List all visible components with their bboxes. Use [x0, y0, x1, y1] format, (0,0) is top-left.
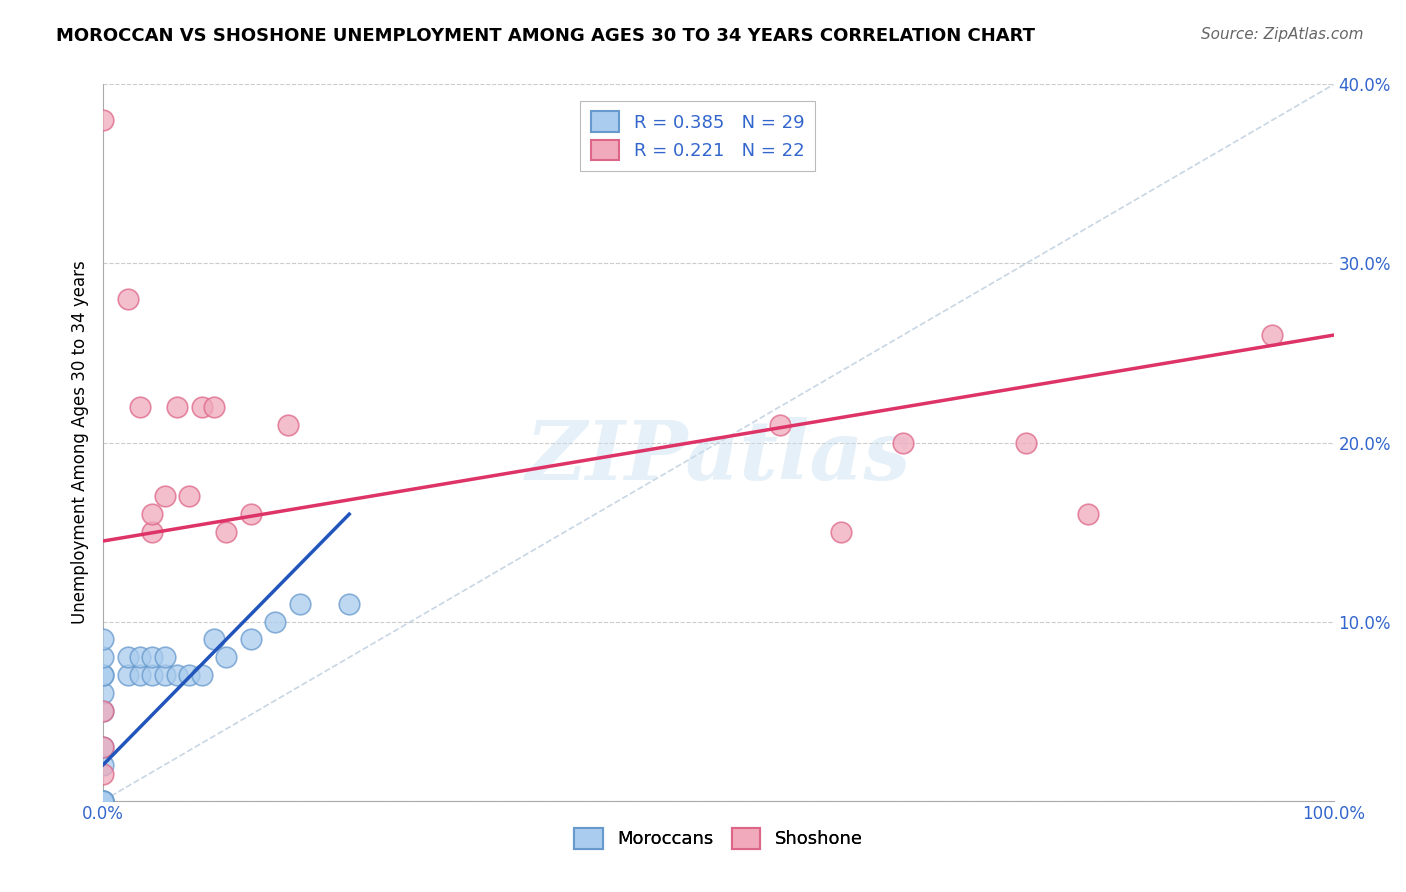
Point: [141, 507, 163, 521]
Point: [91, 113, 114, 128]
Point: [129, 400, 152, 414]
Point: [239, 632, 262, 647]
Point: [202, 400, 225, 414]
Point: [215, 524, 238, 539]
Point: [1015, 435, 1038, 450]
Text: ZIPatlas: ZIPatlas: [526, 417, 911, 497]
Point: [153, 650, 176, 665]
Point: [117, 650, 139, 665]
Point: [129, 650, 152, 665]
Point: [91, 668, 114, 682]
Point: [239, 507, 262, 521]
Point: [264, 615, 287, 629]
Legend: Moroccans, Shoshone: Moroccans, Shoshone: [567, 821, 870, 856]
Point: [153, 489, 176, 503]
Point: [202, 632, 225, 647]
Point: [830, 524, 852, 539]
Point: [190, 400, 212, 414]
Point: [91, 794, 114, 808]
Point: [1261, 328, 1284, 343]
Point: [215, 650, 238, 665]
Text: MOROCCAN VS SHOSHONE UNEMPLOYMENT AMONG AGES 30 TO 34 YEARS CORRELATION CHART: MOROCCAN VS SHOSHONE UNEMPLOYMENT AMONG …: [56, 27, 1035, 45]
Point: [891, 435, 914, 450]
Point: [91, 739, 114, 754]
Point: [117, 668, 139, 682]
Point: [91, 704, 114, 718]
Point: [91, 668, 114, 682]
Point: [190, 668, 212, 682]
Point: [277, 417, 299, 432]
Point: [337, 597, 360, 611]
Point: [91, 794, 114, 808]
Point: [288, 597, 311, 611]
Point: [91, 794, 114, 808]
Point: [91, 794, 114, 808]
Point: [91, 632, 114, 647]
Point: [141, 524, 163, 539]
Point: [141, 650, 163, 665]
Point: [91, 650, 114, 665]
Point: [91, 766, 114, 780]
Point: [117, 293, 139, 307]
Point: [91, 704, 114, 718]
Point: [141, 668, 163, 682]
Text: Source: ZipAtlas.com: Source: ZipAtlas.com: [1201, 27, 1364, 42]
Point: [179, 489, 201, 503]
Point: [153, 668, 176, 682]
Point: [166, 668, 188, 682]
Point: [769, 417, 792, 432]
Point: [91, 739, 114, 754]
Point: [129, 668, 152, 682]
Point: [91, 757, 114, 772]
Y-axis label: Unemployment Among Ages 30 to 34 years: Unemployment Among Ages 30 to 34 years: [72, 260, 89, 624]
Point: [1076, 507, 1098, 521]
Point: [91, 686, 114, 700]
Point: [166, 400, 188, 414]
Point: [179, 668, 201, 682]
